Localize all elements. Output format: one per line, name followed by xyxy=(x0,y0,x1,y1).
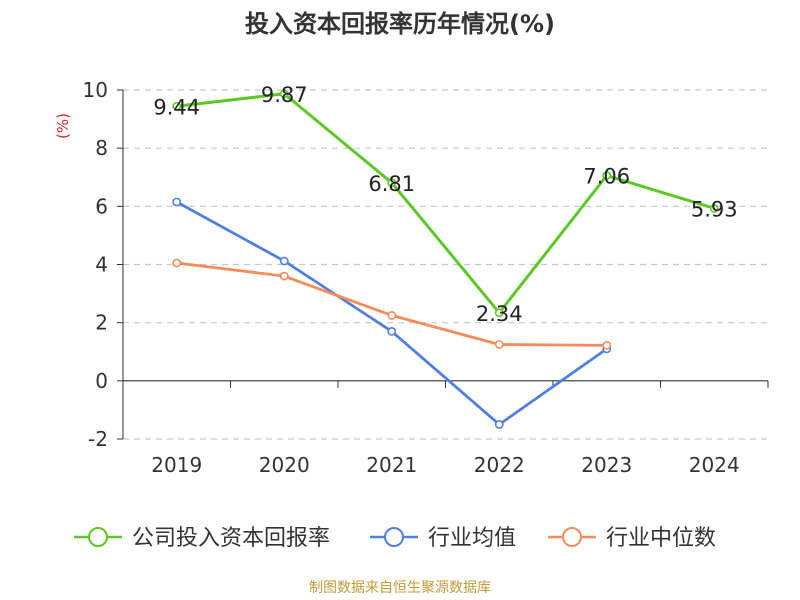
y-tick-label: 8 xyxy=(95,136,108,160)
data-point xyxy=(279,256,289,266)
data-point xyxy=(494,420,504,429)
x-tick-label: 2022 xyxy=(474,453,525,477)
data-point xyxy=(279,271,289,281)
series-lines xyxy=(172,89,719,429)
data-point xyxy=(172,197,182,207)
data-label: 7.06 xyxy=(583,165,630,189)
x-tick-label: 2023 xyxy=(581,453,632,477)
source-note: 制图数据来自恒生聚源数据库 xyxy=(309,580,491,596)
data-label: 9.44 xyxy=(153,95,200,119)
data-point xyxy=(279,89,289,99)
data-label: 9.87 xyxy=(261,83,308,107)
y-tick-label: 10 xyxy=(83,78,108,102)
y-tick-label: -2 xyxy=(88,427,108,451)
legend-marker xyxy=(88,527,108,547)
data-point xyxy=(494,308,504,318)
data-point xyxy=(602,171,612,180)
legend-marker xyxy=(384,527,404,547)
legend[interactable]: 公司投入资本回报率 行业均值 行业中位数 xyxy=(74,526,716,551)
legend-item-label: 公司投入资本回报率 xyxy=(132,526,330,551)
data-point xyxy=(494,340,504,349)
data-point xyxy=(172,258,182,268)
y-tick-label: 4 xyxy=(95,253,108,277)
y-tick-label: 6 xyxy=(95,194,108,218)
data-point xyxy=(709,203,719,213)
data-point xyxy=(387,310,397,320)
data-label: 6.81 xyxy=(368,172,415,196)
data-point xyxy=(387,326,397,336)
data-labels: 9.44 9.87 6.81 2.34 7.06 5.93 xyxy=(153,83,737,326)
legend-marker xyxy=(562,527,582,547)
data-label: 5.93 xyxy=(691,197,738,221)
y-axis-unit-label: (%) xyxy=(54,113,72,139)
gridlines xyxy=(123,89,768,440)
legend-item-label: 行业均值 xyxy=(428,526,516,551)
x-tick-label: 2019 xyxy=(151,453,202,477)
axes: -2 0 2 4 6 8 10 2019 2020 2021 2022 2023 2024 xyxy=(83,78,769,477)
x-tick-label: 2024 xyxy=(689,453,740,477)
series-line-1 xyxy=(176,92,715,315)
chart-title: 投入资本回报率历年情况(%) xyxy=(245,10,555,38)
data-point xyxy=(387,178,397,188)
legend-item-label: 行业中位数 xyxy=(606,526,716,551)
x-tick-label: 2020 xyxy=(259,453,310,477)
y-tick-label: 2 xyxy=(95,311,108,335)
data-label: 2.34 xyxy=(476,302,523,326)
data-point xyxy=(172,101,182,111)
data-point xyxy=(602,340,612,350)
x-tick-label: 2021 xyxy=(366,453,417,477)
y-tick-label: 0 xyxy=(95,369,108,393)
